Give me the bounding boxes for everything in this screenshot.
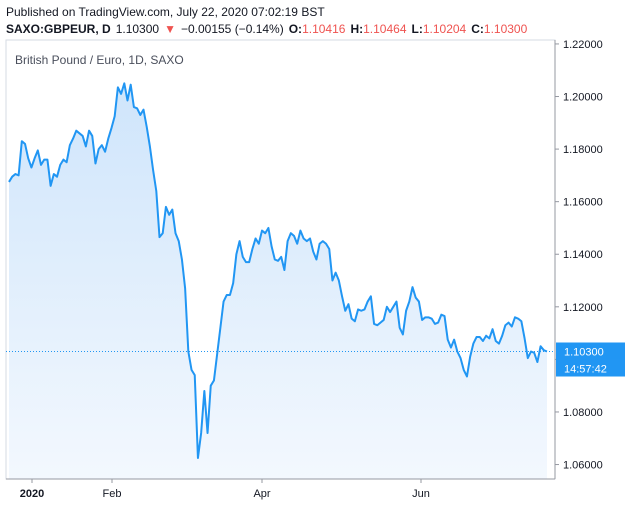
countdown-tag — [556, 359, 625, 377]
last-price-tag — [556, 342, 625, 360]
low-value: 1.10204 — [422, 22, 467, 36]
low-label: L: — [411, 22, 423, 36]
price-change-value: −0.00155 (−0.14%) — [180, 22, 284, 36]
down-arrow-icon: ▼ — [164, 22, 176, 36]
x-tick-label: Jun — [412, 488, 430, 500]
last-price-tag-label: 1.10300 — [564, 347, 604, 359]
price-area — [9, 83, 547, 480]
countdown-label: 14:57:42 — [564, 364, 607, 376]
open-label: O: — [288, 22, 303, 36]
close-value: 1.10300 — [483, 22, 528, 36]
published-note: Published on TradingView.com, July 22, 2… — [6, 5, 325, 19]
x-tick-label: Apr — [253, 488, 270, 500]
chart-title: British Pound / Euro, 1D, SAXO — [15, 53, 184, 67]
ohlc-legend: SAXO:GBPEUR, D 1.10300 ▼ −0.00155 (−0.14%) O… — [6, 21, 527, 37]
y-tick-label: 1.12000 — [563, 302, 603, 314]
x-tick-label: Feb — [103, 488, 122, 500]
last-price-value: 1.10300 — [115, 22, 160, 36]
open-value: 1.10416 — [302, 22, 346, 36]
y-tick-label: 1.06000 — [563, 460, 603, 472]
y-tick-label: 1.20000 — [563, 92, 603, 104]
y-tick-label: 1.16000 — [563, 197, 603, 209]
y-tick-label: 1.22000 — [563, 39, 603, 51]
symbol-label[interactable]: SAXO:GBPEUR, D — [6, 22, 111, 36]
y-tick-label: 1.14000 — [563, 249, 603, 261]
high-label: H: — [350, 22, 364, 36]
x-tick-label: 2020 — [20, 488, 44, 500]
close-label: C: — [471, 22, 484, 36]
y-tick-label: 1.18000 — [563, 144, 603, 156]
high-value: 1.10464 — [363, 22, 407, 36]
y-tick-label: 1.08000 — [563, 407, 603, 419]
price-line — [8, 82, 548, 459]
